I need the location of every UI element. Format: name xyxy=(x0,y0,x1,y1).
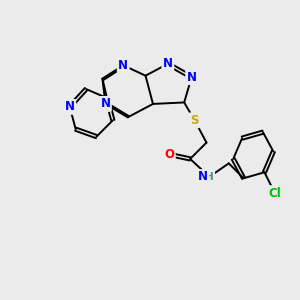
Text: S: S xyxy=(190,114,199,127)
Text: N: N xyxy=(100,98,110,110)
Text: N: N xyxy=(65,100,75,113)
Text: Cl: Cl xyxy=(268,187,281,200)
Text: H: H xyxy=(205,172,214,182)
Text: N: N xyxy=(187,71,196,84)
Text: N: N xyxy=(163,57,173,70)
Text: O: O xyxy=(164,148,174,161)
Text: N: N xyxy=(118,59,128,72)
Text: N: N xyxy=(198,170,208,183)
